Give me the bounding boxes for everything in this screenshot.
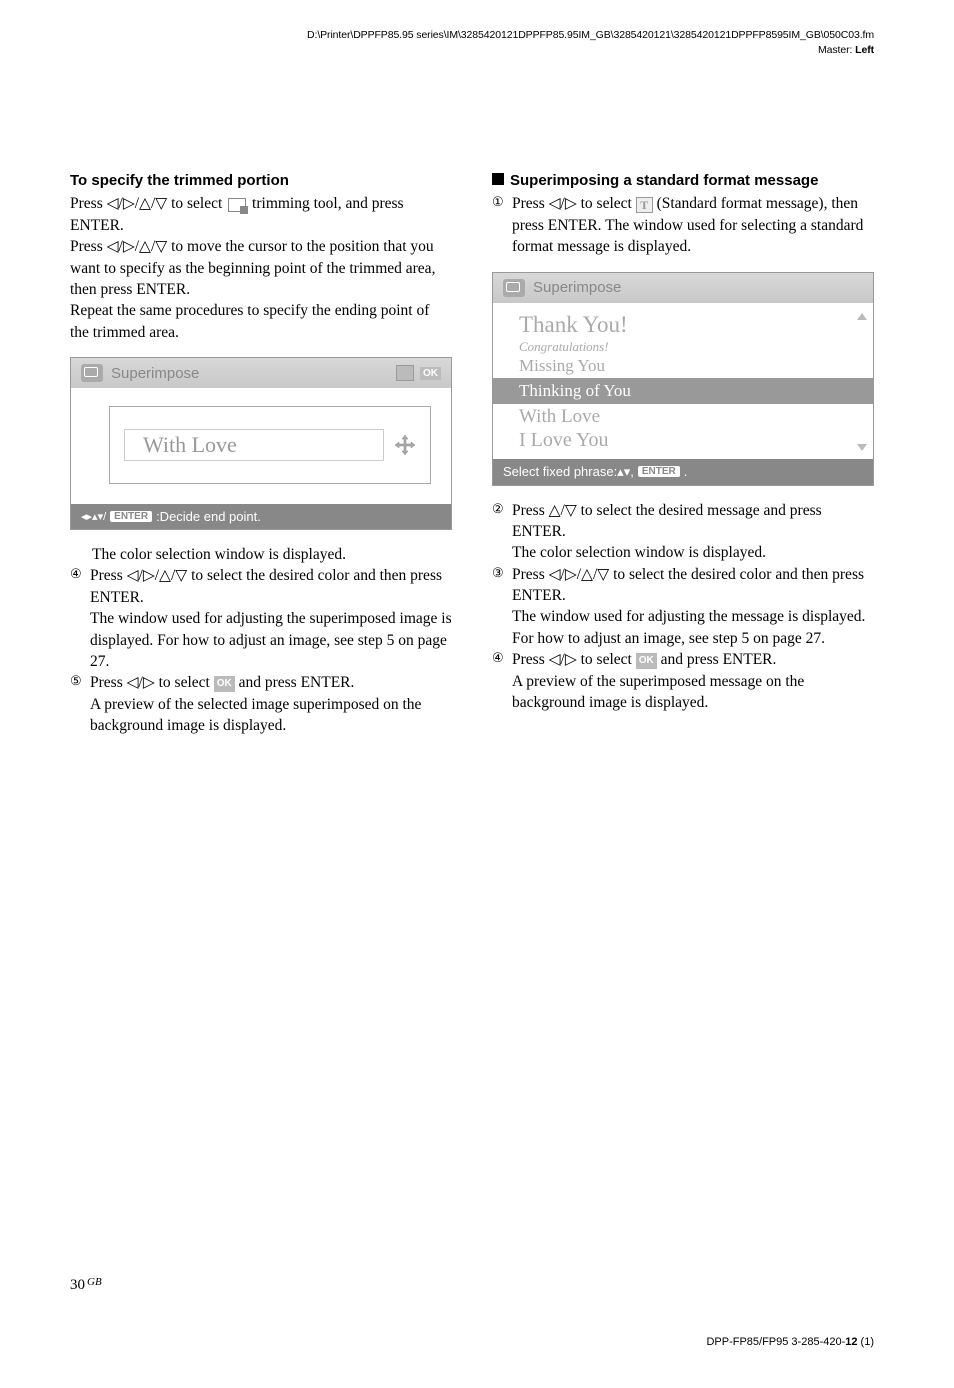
phrase-congratulations: Congratulations! (519, 339, 855, 355)
right-ok-inline: OK (636, 653, 657, 669)
footer-text: DPP-FP85/FP95 3-285-420- (706, 1336, 845, 1348)
phrase-with-love: With Love (519, 406, 855, 428)
ss2-logo-icon (503, 279, 525, 297)
right-step4: ④ Press ◁/▷ to select OK and press ENTER… (492, 649, 874, 713)
right-step1: ① Press ◁/▷ to select T (Standard format… (492, 193, 874, 257)
header-master-label: Master: (818, 44, 855, 56)
ss2-body: Thank You! Congratulations! Missing You … (493, 303, 873, 459)
phrase-missing-you: Missing You (519, 356, 855, 376)
right-step4b: and press ENTER. (657, 651, 777, 668)
left-p4: The color selection window is displayed. (92, 544, 452, 565)
ss1-inner-box: With Love (109, 406, 431, 484)
trim-tool-icon (228, 198, 246, 212)
trim-paragraph-1: Press ◁/▷/△/▽ to select trimming tool, a… (70, 193, 452, 236)
circled-3: ③ (492, 564, 510, 582)
ss1-title: Superimpose (111, 365, 199, 382)
right-column: Superimposing a standard format message … (492, 172, 874, 736)
ss1-trim-icon (396, 365, 414, 381)
phrase-thank-you: Thank You! (519, 312, 855, 338)
phrase-thinking-of-you: Thinking of You (493, 378, 873, 404)
trim-paragraph-2: Press ◁/▷/△/▽ to move the cursor to the … (70, 236, 452, 300)
standard-message-t-icon: T (636, 197, 653, 213)
superimpose-screenshot-2: Superimpose Thank You! Congratulations! … (492, 272, 874, 486)
right-heading-text: Superimposing a standard format message (510, 172, 818, 189)
header-path: D:\Printer\DPPFP85.95 series\IM\32854201… (70, 28, 874, 57)
ss1-footer-text: :Decide end point. (156, 509, 261, 524)
right-step3b: The window used for adjusting the messag… (512, 608, 865, 646)
right-step1a: Press ◁/▷ to select (512, 195, 636, 212)
right-step4a: Press ◁/▷ to select (512, 651, 636, 668)
trim-paragraph-3: Repeat the same procedures to specify th… (70, 300, 452, 343)
circled-4b: ④ (492, 649, 510, 667)
left-step4: ④ Press ◁/▷/△/▽ to select the desired co… (70, 565, 452, 672)
ss1-logo-icon (81, 364, 103, 382)
ss2-footer-dot: . (684, 464, 688, 479)
ss2-enter-btn: ENTER (638, 466, 680, 477)
right-step2: ② Press △/▽ to select the desired messag… (492, 500, 874, 564)
left-step4a: Press ◁/▷/△/▽ to select the desired colo… (90, 567, 442, 605)
circled-1: ① (492, 193, 510, 211)
right-heading: Superimposing a standard format message (492, 172, 874, 189)
right-step2b: The color selection window is displayed. (512, 544, 766, 561)
page-number: 30GB (70, 1276, 874, 1294)
footer-bold: 12 (845, 1336, 857, 1348)
page-number-value: 30 (70, 1277, 85, 1293)
ss2-scroll-up-icon (857, 313, 867, 320)
trim-p1a: Press ◁/▷/△/▽ to select (70, 195, 226, 212)
phrase-i-love-you: I Love You (519, 429, 855, 452)
footer: DPP-FP85/FP95 3-285-420-12 (1) (70, 1336, 874, 1348)
header-path-line1: D:\Printer\DPPFP85.95 series\IM\32854201… (307, 29, 874, 41)
square-bullet-icon (492, 173, 504, 185)
left-step5c: A preview of the selected image superimp… (90, 696, 421, 734)
left-column: To specify the trimmed portion Press ◁/▷… (70, 172, 452, 736)
left-step4b: The window used for adjusting the superi… (90, 610, 452, 670)
right-step2a: Press △/▽ to select the desired message … (512, 502, 822, 540)
right-step3: ③ Press ◁/▷/△/▽ to select the desired co… (492, 564, 874, 650)
ss2-footer-text: Select fixed phrase:▴▾, (503, 464, 634, 480)
ss1-move-cursor-icon (394, 434, 416, 456)
left-ok-inline-1: OK (214, 676, 235, 692)
footer-suffix: (1) (858, 1336, 875, 1348)
ss1-withlove-text: With Love (124, 429, 384, 461)
ss2-footer: Select fixed phrase:▴▾, ENTER . (493, 459, 873, 485)
ss1-arrows-icon: ◂▸▴▾/ (81, 510, 106, 523)
left-step5a: Press ◁/▷ to select (90, 674, 214, 691)
ss2-scroll-down-icon (857, 444, 867, 451)
circled-4: ④ (70, 565, 88, 583)
circled-5: ⑤ (70, 672, 88, 690)
header-master-value: Left (855, 44, 874, 56)
ss1-enter-btn: ENTER (110, 511, 152, 522)
page-gb: GB (87, 1276, 102, 1288)
superimpose-screenshot-1: Superimpose OK With Love ◂▸▴▾/ (70, 357, 452, 530)
left-step5: ⑤ Press ◁/▷ to select OK and press ENTER… (70, 672, 452, 736)
right-step4c: A preview of the superimposed message on… (512, 673, 804, 711)
circled-2: ② (492, 500, 510, 518)
ss2-title: Superimpose (533, 279, 621, 296)
ss2-header: Superimpose (493, 273, 873, 303)
trim-heading: To specify the trimmed portion (70, 172, 452, 189)
ss1-footer: ◂▸▴▾/ ENTER :Decide end point. (71, 504, 451, 529)
ss1-ok-icon: OK (420, 367, 441, 380)
right-step3a: Press ◁/▷/△/▽ to select the desired colo… (512, 566, 864, 604)
ss1-header: Superimpose OK (71, 358, 451, 388)
left-step5b: and press ENTER. (235, 674, 355, 691)
